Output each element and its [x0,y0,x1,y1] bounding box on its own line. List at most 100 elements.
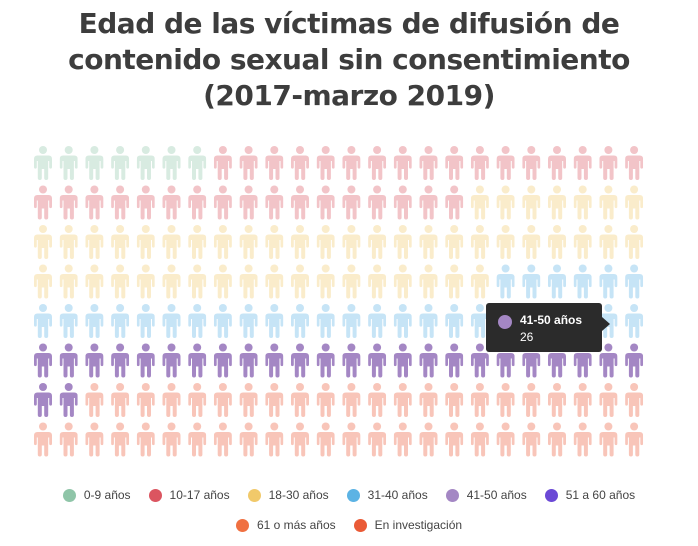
person-icon[interactable] [213,304,232,338]
person-icon[interactable] [522,146,541,180]
person-icon[interactable] [85,343,104,378]
person-icon[interactable] [291,422,309,457]
person-icon[interactable] [162,185,181,220]
person-icon[interactable] [136,146,155,180]
person-icon[interactable] [599,343,618,378]
person-icon[interactable] [136,383,155,417]
person-icon[interactable] [573,264,592,299]
person-icon[interactable] [368,146,387,180]
person-icon[interactable] [34,225,52,259]
person-icon[interactable] [111,304,130,338]
person-icon[interactable] [625,185,644,220]
person-icon[interactable] [111,185,130,220]
person-icon[interactable] [342,185,361,220]
person-icon[interactable] [265,422,284,457]
person-icon[interactable] [393,185,412,220]
person-icon[interactable] [34,304,52,338]
person-icon[interactable] [213,146,232,180]
person-icon[interactable] [419,185,438,220]
person-icon[interactable] [470,422,489,457]
person-icon[interactable] [136,185,155,220]
person-icon[interactable] [522,185,541,220]
person-icon[interactable] [342,343,361,378]
person-icon[interactable] [111,264,130,299]
person-icon[interactable] [625,343,644,378]
person-icon[interactable] [316,304,335,338]
person-icon[interactable] [368,225,387,259]
person-icon[interactable] [59,343,78,378]
person-icon[interactable] [34,264,52,299]
person-icon[interactable] [34,343,52,378]
person-icon[interactable] [213,383,232,417]
person-icon[interactable] [136,422,155,457]
person-icon[interactable] [548,225,566,259]
person-icon[interactable] [291,146,309,180]
person-icon[interactable] [188,146,207,180]
person-icon[interactable] [265,146,284,180]
person-icon[interactable] [470,185,489,220]
person-icon[interactable] [548,185,566,220]
person-icon[interactable] [393,304,412,338]
person-icon[interactable] [162,383,181,417]
person-icon[interactable] [34,383,52,417]
person-icon[interactable] [625,146,644,180]
person-icon[interactable] [316,422,335,457]
person-icon[interactable] [162,422,181,457]
person-icon[interactable] [291,383,309,417]
person-icon[interactable] [445,343,464,378]
person-icon[interactable] [188,422,207,457]
person-icon[interactable] [445,304,464,338]
person-icon[interactable] [599,185,618,220]
person-icon[interactable] [34,422,52,457]
person-icon[interactable] [445,264,464,299]
person-icon[interactable] [85,185,104,220]
person-icon[interactable] [445,146,464,180]
legend-item-en-investigacion[interactable]: En investigación [353,518,462,532]
person-icon[interactable] [599,422,618,457]
person-icon[interactable] [239,264,258,299]
person-icon[interactable] [85,225,104,259]
person-icon[interactable] [316,343,335,378]
person-icon[interactable] [573,383,592,417]
person-icon[interactable] [496,422,515,457]
person-icon[interactable] [111,343,130,378]
person-icon[interactable] [445,383,464,417]
person-icon[interactable] [342,225,361,259]
person-icon[interactable] [470,146,489,180]
legend-item-18-30[interactable]: 18-30 años [247,488,329,502]
person-icon[interactable] [316,146,335,180]
person-icon[interactable] [573,146,592,180]
person-icon[interactable] [393,383,412,417]
person-icon[interactable] [239,185,258,220]
person-icon[interactable] [188,343,207,378]
person-icon[interactable] [368,264,387,299]
person-icon[interactable] [291,304,309,338]
person-icon[interactable] [162,146,181,180]
person-icon[interactable] [188,304,207,338]
person-icon[interactable] [265,225,284,259]
person-icon[interactable] [162,225,181,259]
person-icon[interactable] [291,343,309,378]
person-icon[interactable] [85,304,104,338]
person-icon[interactable] [419,225,438,259]
person-icon[interactable] [162,264,181,299]
person-icon[interactable] [239,343,258,378]
person-icon[interactable] [265,185,284,220]
person-icon[interactable] [59,225,78,259]
person-icon[interactable] [548,146,566,180]
person-icon[interactable] [393,422,412,457]
person-icon[interactable] [213,264,232,299]
person-icon[interactable] [445,225,464,259]
person-icon[interactable] [522,422,541,457]
person-icon[interactable] [548,264,566,299]
person-icon[interactable] [368,343,387,378]
person-icon[interactable] [213,422,232,457]
person-icon[interactable] [470,383,489,417]
person-icon[interactable] [522,383,541,417]
person-icon[interactable] [213,225,232,259]
person-icon[interactable] [136,343,155,378]
person-icon[interactable] [470,225,489,259]
person-icon[interactable] [213,185,232,220]
person-icon[interactable] [342,422,361,457]
person-icon[interactable] [496,383,515,417]
